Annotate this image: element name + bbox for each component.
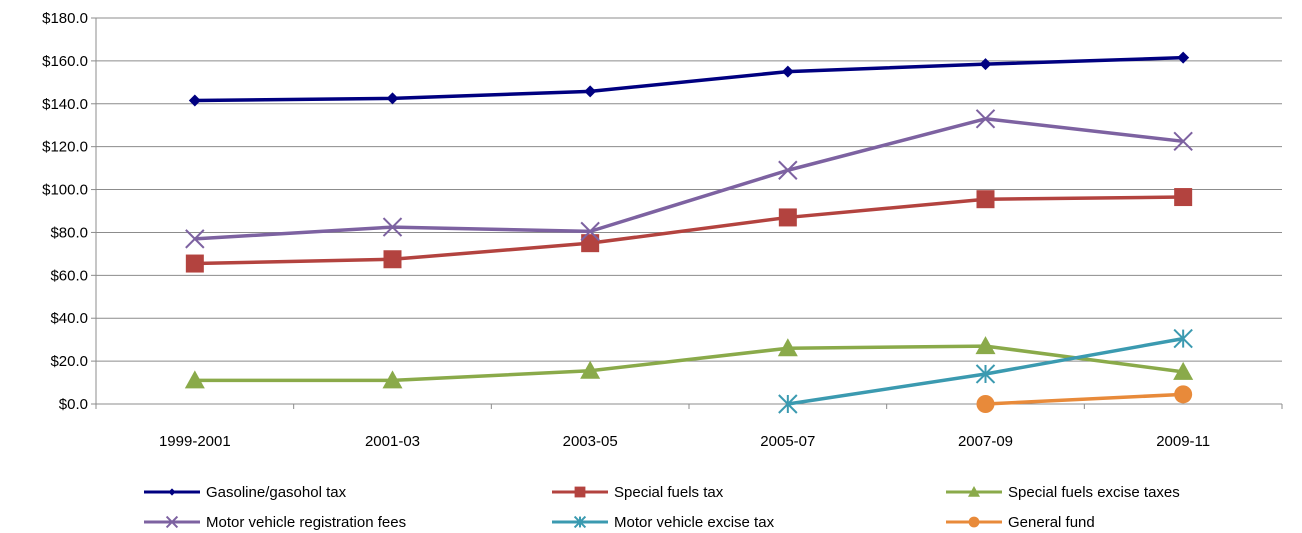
data-point — [188, 94, 201, 107]
data-point — [168, 488, 176, 496]
data-point — [777, 338, 798, 357]
x-tick-label: 2003-05 — [563, 433, 618, 450]
legend-item: Motor vehicle registration fees — [144, 514, 406, 531]
series-4 — [778, 328, 1193, 414]
legend-label: Special fuels tax — [614, 484, 724, 501]
data-point — [581, 234, 600, 253]
legend: Gasoline/gasohol tax Special fuels tax Spe… — [144, 484, 1180, 531]
series-layer — [184, 51, 1194, 414]
legend-item: Special fuels excise taxes — [946, 484, 1180, 501]
data-point — [165, 515, 179, 529]
data-point — [382, 217, 403, 237]
series-1 — [185, 188, 1193, 273]
data-point — [781, 65, 794, 78]
data-point — [1173, 131, 1193, 152]
series-line — [194, 55, 1184, 103]
data-point — [968, 486, 980, 497]
x-tick-label: 2009-11 — [1156, 433, 1210, 450]
series-line — [194, 344, 1184, 383]
y-tick-label: $60.0 — [50, 267, 88, 284]
legend-label: General fund — [1008, 514, 1095, 531]
legend-label: Special fuels excise taxes — [1008, 484, 1180, 501]
legend-label: Gasoline/gasohol tax — [206, 484, 347, 501]
data-point — [1174, 385, 1193, 404]
data-point — [1173, 328, 1193, 349]
data-point — [968, 516, 980, 528]
x-tick-label: 2007-09 — [958, 433, 1013, 450]
legend-item: Special fuels tax — [552, 484, 724, 501]
legend-label: Motor vehicle excise tax — [614, 514, 775, 531]
y-tick-label: $180.0 — [42, 10, 88, 27]
data-point — [184, 370, 205, 389]
legend-item: Gasoline/gasohol tax — [144, 484, 347, 501]
data-point — [580, 221, 600, 242]
data-point — [185, 229, 205, 249]
y-tick-label: $20.0 — [50, 353, 88, 370]
data-point — [1173, 361, 1194, 380]
data-point — [573, 515, 587, 529]
axis-layer: $0.0 $20.0 $40.0 $60.0 $80.0 $100.0 $120.0 $140… — [42, 10, 1283, 450]
data-point — [778, 160, 798, 180]
data-point — [185, 254, 204, 273]
series-5 — [976, 385, 1193, 413]
data-point — [976, 395, 995, 413]
data-point — [1174, 188, 1193, 207]
data-point — [584, 85, 597, 98]
data-point — [975, 336, 996, 355]
data-point — [580, 360, 601, 379]
y-tick-label: $0.0 — [59, 396, 88, 413]
data-point — [383, 250, 402, 269]
x-tick-label: 2005-07 — [760, 433, 815, 450]
data-point — [1177, 51, 1190, 64]
series-2 — [184, 336, 1194, 389]
data-point — [386, 92, 399, 105]
y-tick-label: $40.0 — [50, 310, 88, 327]
x-tick-label: 1999-2001 — [159, 433, 231, 450]
data-point — [975, 364, 996, 384]
series-line — [194, 195, 1184, 266]
series-0 — [188, 51, 1190, 107]
data-point — [976, 190, 995, 209]
legend-item: Motor vehicle excise tax — [552, 514, 775, 531]
data-point — [979, 58, 992, 71]
x-tick-label: 2001-03 — [365, 433, 420, 450]
y-tick-label: $160.0 — [42, 53, 88, 70]
series-3 — [185, 109, 1193, 249]
grid-layer — [96, 17, 1282, 362]
data-point — [382, 370, 403, 389]
data-point — [778, 394, 798, 414]
data-point — [975, 109, 996, 129]
y-tick-label: $80.0 — [50, 224, 88, 241]
series-line — [194, 117, 1184, 241]
y-tick-label: $140.0 — [42, 96, 88, 113]
data-point — [778, 208, 797, 227]
y-tick-label: $120.0 — [42, 139, 88, 156]
series-line — [985, 392, 1184, 406]
legend-item: General fund — [946, 514, 1095, 531]
y-tick-label: $100.0 — [42, 182, 88, 199]
legend-label: Motor vehicle registration fees — [206, 514, 406, 531]
data-point — [574, 486, 586, 498]
